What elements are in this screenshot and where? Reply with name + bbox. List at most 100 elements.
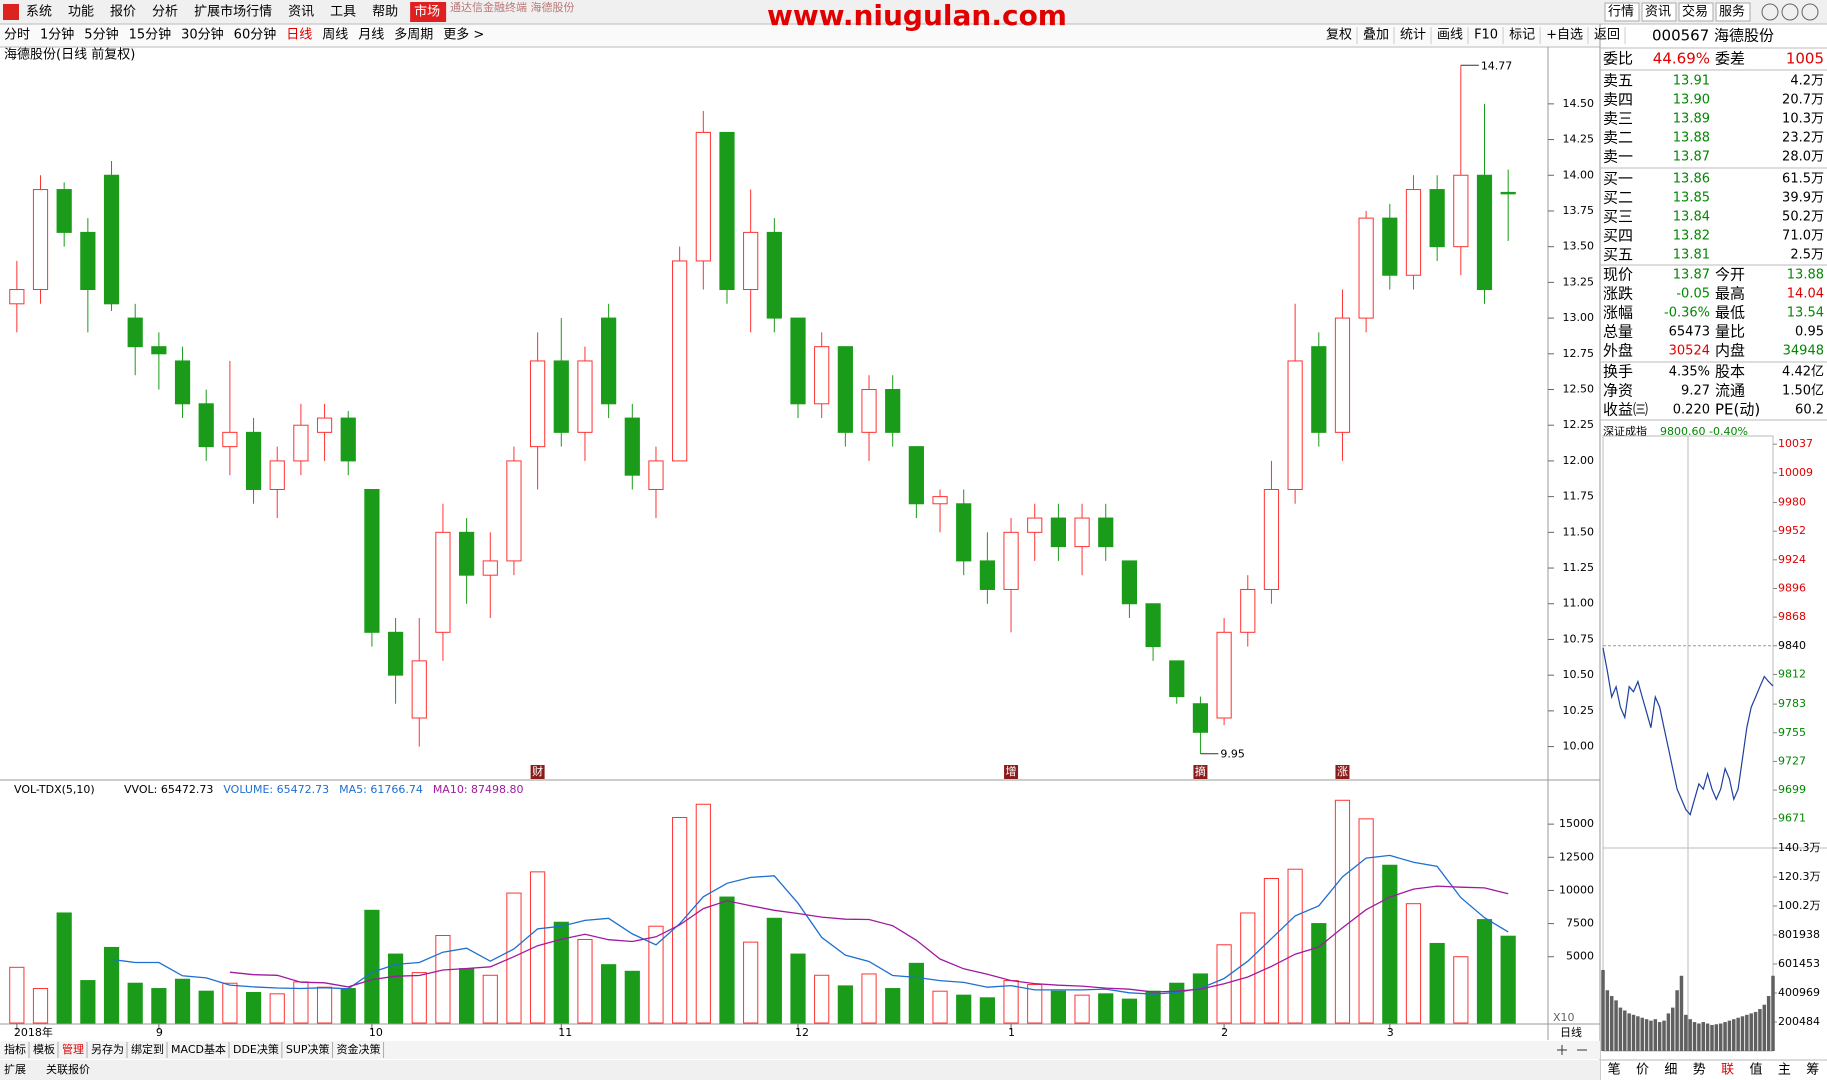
x-tick-label: 2 — [1221, 1026, 1228, 1039]
nav-button[interactable] — [1678, 2, 1714, 22]
volume-bar — [459, 968, 475, 1024]
menu-item[interactable]: 工具 — [330, 5, 356, 20]
menu-item[interactable]: 分析 — [152, 5, 178, 20]
menu-item[interactable]: 系统 — [26, 5, 52, 20]
panel-tab[interactable]: 主 — [1778, 1063, 1791, 1078]
nav-button-label[interactable]: 交易 — [1682, 4, 1708, 20]
nav-button-label[interactable]: 行情 — [1608, 5, 1634, 20]
period-button[interactable]: 多周期 — [394, 27, 433, 43]
volume-bar — [719, 896, 735, 1024]
quote-label: 净资 — [1603, 382, 1633, 400]
nav-button-label[interactable]: 服务 — [1719, 4, 1745, 20]
status-tab[interactable]: 关联报价 — [46, 1062, 90, 1076]
panel-tab[interactable]: 联 — [1721, 1063, 1734, 1078]
period-button[interactable]: 更多 > — [443, 27, 484, 43]
status-tab[interactable]: 扩展 — [4, 1062, 26, 1076]
close-button[interactable] — [1801, 3, 1819, 21]
period-button[interactable]: 1分钟 — [40, 27, 74, 43]
panel-tab[interactable]: 笔 — [1608, 1062, 1621, 1078]
period-button[interactable]: 分时 — [4, 28, 30, 43]
tool-button[interactable]: 画线 — [1437, 28, 1463, 43]
candle-body — [506, 460, 522, 562]
tool-button[interactable]: 叠加 — [1363, 28, 1389, 43]
market-label[interactable]: 市场 — [414, 4, 440, 20]
bottom-tab[interactable]: 指标 — [4, 1042, 26, 1056]
quote-label: 最高 — [1715, 285, 1745, 303]
panel-tab[interactable]: 值 — [1750, 1062, 1763, 1078]
period-button[interactable]: 60分钟 — [234, 27, 277, 43]
menu-item[interactable]: 帮助 — [372, 5, 398, 20]
index-volume-bar — [1740, 1016, 1745, 1051]
index-volume-bar — [1710, 1024, 1714, 1051]
index-volume-bar — [1605, 990, 1610, 1051]
period-button[interactable]: 5分钟 — [84, 27, 118, 43]
panel-tab[interactable]: 价 — [1636, 1063, 1649, 1078]
volume-bar — [1334, 799, 1351, 1024]
nav-button[interactable] — [1641, 2, 1677, 22]
bottom-tab[interactable]: DDE决策 — [233, 1042, 279, 1056]
menu-item[interactable]: 报价 — [110, 5, 136, 20]
bottom-tab[interactable]: MACD基本 — [171, 1042, 226, 1056]
volume-bar — [743, 941, 759, 1024]
bottom-tab[interactable]: SUP决策 — [286, 1042, 330, 1056]
event-marker[interactable]: 涨 — [1337, 765, 1348, 778]
volume-bar — [1263, 877, 1280, 1024]
menu-item[interactable]: 功能 — [68, 5, 94, 20]
y-tick-label: 12.50 — [1563, 383, 1595, 396]
tool-button[interactable]: 返回 — [1594, 28, 1620, 43]
tool-button[interactable]: F10 — [1474, 28, 1498, 43]
index-volume-bar — [1758, 1009, 1762, 1051]
panel-tab[interactable]: 筹 — [1806, 1062, 1819, 1078]
restore-button[interactable] — [1781, 3, 1799, 21]
index-volume-bar — [1727, 1020, 1732, 1051]
nav-button[interactable] — [1604, 2, 1640, 22]
menu-item[interactable]: 扩展市场行情 — [194, 4, 272, 20]
volume-bar — [1074, 994, 1090, 1024]
order-price: 13.88 — [1673, 131, 1710, 146]
panel-tab[interactable]: 细 — [1664, 1063, 1677, 1078]
minimize-button[interactable] — [1761, 3, 1779, 21]
order-volume: 61.5万 — [1782, 172, 1824, 187]
candle-body — [1145, 603, 1161, 648]
bottom-tab[interactable]: 资金决策 — [337, 1042, 381, 1056]
tool-button[interactable]: 复权 — [1326, 27, 1352, 43]
volume-bar — [245, 992, 262, 1024]
nav-button-label[interactable]: 资讯 — [1645, 5, 1671, 20]
candle-body — [908, 446, 924, 505]
period-button[interactable]: 日线 — [286, 28, 312, 43]
x-tick-label: 11 — [558, 1026, 572, 1039]
period-button[interactable]: 月线 — [358, 28, 384, 43]
tool-button[interactable]: +自选 — [1546, 28, 1583, 43]
quote-label: PE(动) — [1715, 401, 1760, 419]
candle-body — [1405, 189, 1422, 276]
y-tick-label: 12500 — [1559, 850, 1594, 863]
event-marker[interactable]: 增 — [1006, 764, 1017, 778]
bottom-tab[interactable]: 模板 — [33, 1042, 55, 1056]
menu-item[interactable]: 资讯 — [288, 5, 314, 20]
bottom-tab[interactable]: 另存为 — [91, 1042, 124, 1056]
bottom-tab[interactable]: 绑定到 — [131, 1042, 164, 1056]
volume-bar — [530, 871, 546, 1024]
candle-body — [577, 360, 593, 433]
period-button[interactable]: 周线 — [322, 28, 348, 43]
tool-button[interactable]: 标记 — [1509, 28, 1535, 43]
event-marker[interactable]: 财 — [532, 764, 543, 778]
panel-tab[interactable]: 势 — [1693, 1062, 1706, 1078]
volume-bar — [648, 925, 664, 1024]
quote-value: -0.05 — [1676, 287, 1710, 302]
event-marker[interactable]: 摘 — [1195, 764, 1206, 778]
volume-bar — [1453, 956, 1469, 1024]
y-tick-label: 11.25 — [1563, 561, 1595, 574]
candle-body — [624, 417, 640, 476]
period-button[interactable]: 30分钟 — [181, 27, 224, 43]
tool-button[interactable]: 统计 — [1400, 28, 1426, 43]
candle-body — [1287, 360, 1303, 490]
bottom-tab[interactable]: 管理 — [62, 1042, 84, 1056]
order-volume: 23.2万 — [1782, 131, 1824, 146]
nav-button[interactable] — [1715, 2, 1751, 22]
market-button[interactable] — [410, 2, 447, 22]
period-button[interactable]: 15分钟 — [129, 27, 172, 43]
order-label: 买二 — [1603, 189, 1633, 207]
index-volume-bar — [1601, 969, 1605, 1051]
candle-body — [1050, 517, 1066, 548]
